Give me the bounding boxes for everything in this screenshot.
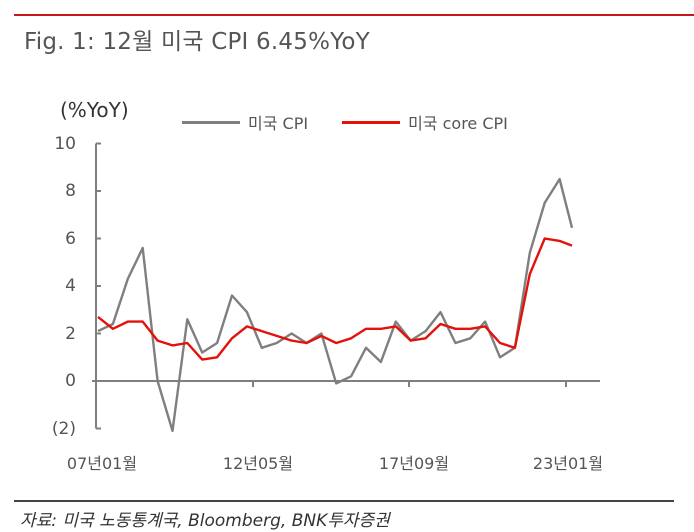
y-tick-label: 2	[65, 323, 76, 344]
x-tick-label: 07년01월	[66, 454, 138, 473]
y-tick-label: 6	[65, 228, 76, 249]
x-tick-label: 12년05월	[222, 454, 294, 473]
legend: 미국 CPI 미국 core CPI	[182, 110, 542, 134]
legend-label-cpi: 미국 CPI	[248, 114, 309, 133]
cpi-line	[97, 177, 574, 433]
source-note: 자료: 미국 노동통계국, Bloomberg, BNK투자증권	[20, 511, 390, 531]
chart-axes	[92, 142, 600, 430]
y-tick-label: 8	[65, 181, 76, 201]
y-tick-label: 4	[65, 276, 76, 296]
footer-rule	[14, 500, 674, 502]
legend-swatch-cpi	[182, 120, 240, 124]
y-tick-label: 10	[54, 133, 76, 154]
y-unit-label: (%YoY)	[60, 98, 129, 122]
legend-swatch-core-cpi	[342, 120, 401, 124]
x-tick-label: 23년01월	[532, 454, 604, 473]
core-cpi-line	[97, 237, 573, 361]
y-tick-label: (2)	[51, 418, 76, 439]
legend-label-core-cpi: 미국 core CPI	[408, 114, 508, 133]
header-rule	[14, 14, 694, 16]
y-tick-label: 0	[65, 371, 76, 391]
x-tick-label: 17년09월	[378, 454, 450, 473]
legend-item-cpi: 미국 CPI	[182, 110, 308, 134]
figure-title: Fig. 1: 12월 미국 CPI 6.45%YoY	[24, 29, 370, 55]
legend-item-core-cpi: 미국 core CPI	[342, 110, 508, 134]
